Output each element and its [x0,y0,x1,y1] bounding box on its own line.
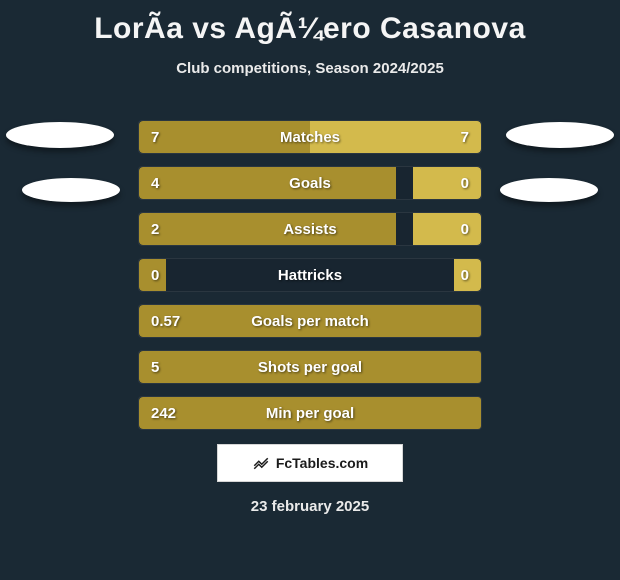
stat-bar-left [139,305,481,337]
chart-icon [252,453,270,474]
stat-bar-left [139,397,481,429]
stat-value-right: 0 [461,213,469,245]
stat-value-right: 0 [461,167,469,199]
page-title: LorÃ­a vs AgÃ¼ero Casanova [0,0,620,46]
stat-value-right: 0 [461,259,469,291]
stat-value-left: 7 [151,121,159,153]
stat-label: Hattricks [139,259,481,291]
stats-container: 77Matches40Goals20Assists00Hattricks0.57… [138,120,482,442]
stat-bar-right [310,121,481,153]
stat-row: 20Assists [138,212,482,246]
stat-row: 5Shots per goal [138,350,482,384]
stat-value-left: 0 [151,259,159,291]
stat-bar-right [413,167,481,199]
footer-date: 23 february 2025 [0,498,620,515]
player-left-ellipse-top [6,122,114,148]
stat-value-left: 242 [151,397,176,429]
stat-row: 77Matches [138,120,482,154]
stat-bar-left [139,351,481,383]
stat-row: 242Min per goal [138,396,482,430]
stat-row: 40Goals [138,166,482,200]
stat-value-left: 0.57 [151,305,180,337]
stat-bar-left [139,213,396,245]
brand-text: FcTables.com [276,455,368,471]
stat-row: 0.57Goals per match [138,304,482,338]
player-right-ellipse-bottom [500,178,598,202]
stat-value-left: 5 [151,351,159,383]
player-right-ellipse-top [506,122,614,148]
stat-bar-left [139,121,310,153]
brand-badge[interactable]: FcTables.com [217,444,403,482]
stat-value-left: 2 [151,213,159,245]
player-left-ellipse-bottom [22,178,120,202]
stat-bar-right [413,213,481,245]
stat-row: 0 0Hattricks [138,258,482,292]
stat-value-right: 7 [461,121,469,153]
stat-bar-left [139,167,396,199]
page-subtitle: Club competitions, Season 2024/2025 [0,60,620,77]
stat-value-left: 4 [151,167,159,199]
